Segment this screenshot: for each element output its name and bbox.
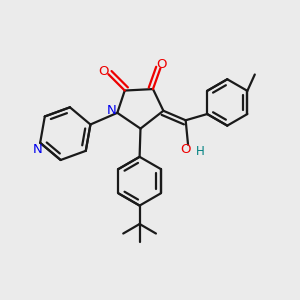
Text: O: O: [98, 65, 108, 78]
Text: O: O: [180, 143, 190, 156]
Text: N: N: [32, 143, 42, 156]
Text: O: O: [156, 58, 166, 71]
Text: N: N: [107, 104, 117, 117]
Text: H: H: [196, 145, 204, 158]
